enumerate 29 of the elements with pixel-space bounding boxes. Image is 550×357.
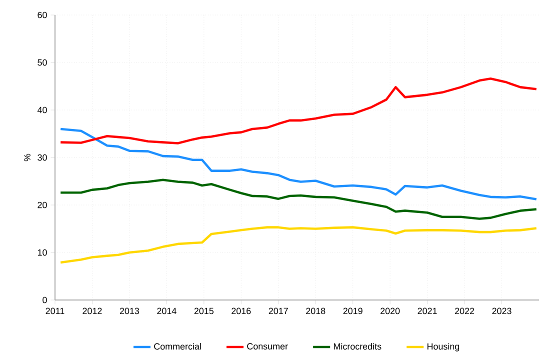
y-tick-label: 20 <box>38 202 47 208</box>
legend-label: Commercial <box>154 343 201 350</box>
legend-label: Housing <box>428 343 460 352</box>
x-tick-label: 2021 <box>418 308 437 314</box>
x-tick-label: 2015 <box>194 308 214 314</box>
y-axis-title: % <box>24 154 30 162</box>
x-tick-label: 2012 <box>82 308 102 314</box>
x-tick-label: 2016 <box>232 308 251 314</box>
x-tick-label: 2022 <box>455 308 474 314</box>
x-tick-label: 2017 <box>268 308 288 314</box>
x-tick-label: 2014 <box>157 308 176 314</box>
x-tick-label: 2023 <box>492 308 512 314</box>
x-tick-label: 2019 <box>343 308 362 314</box>
line-series <box>59 226 538 264</box>
x-tick-label: 2013 <box>120 308 140 314</box>
line-series <box>59 128 538 200</box>
y-tick-label: 10 <box>38 249 47 256</box>
x-tick-label: 2020 <box>380 308 400 314</box>
line-series <box>59 78 538 144</box>
y-tick-label: 30 <box>38 154 47 161</box>
line-series <box>59 178 538 220</box>
x-tick-label: 2018 <box>306 308 326 314</box>
legend-label: Consumer <box>247 343 288 350</box>
x-tick-label: 2011 <box>46 308 64 314</box>
y-tick-label: 0 <box>42 296 47 304</box>
legend-label: Microcredits <box>334 343 382 350</box>
y-tick-label: 50 <box>38 59 47 66</box>
y-tick-label: 40 <box>37 106 47 114</box>
y-tick-label: 60 <box>38 12 47 18</box>
